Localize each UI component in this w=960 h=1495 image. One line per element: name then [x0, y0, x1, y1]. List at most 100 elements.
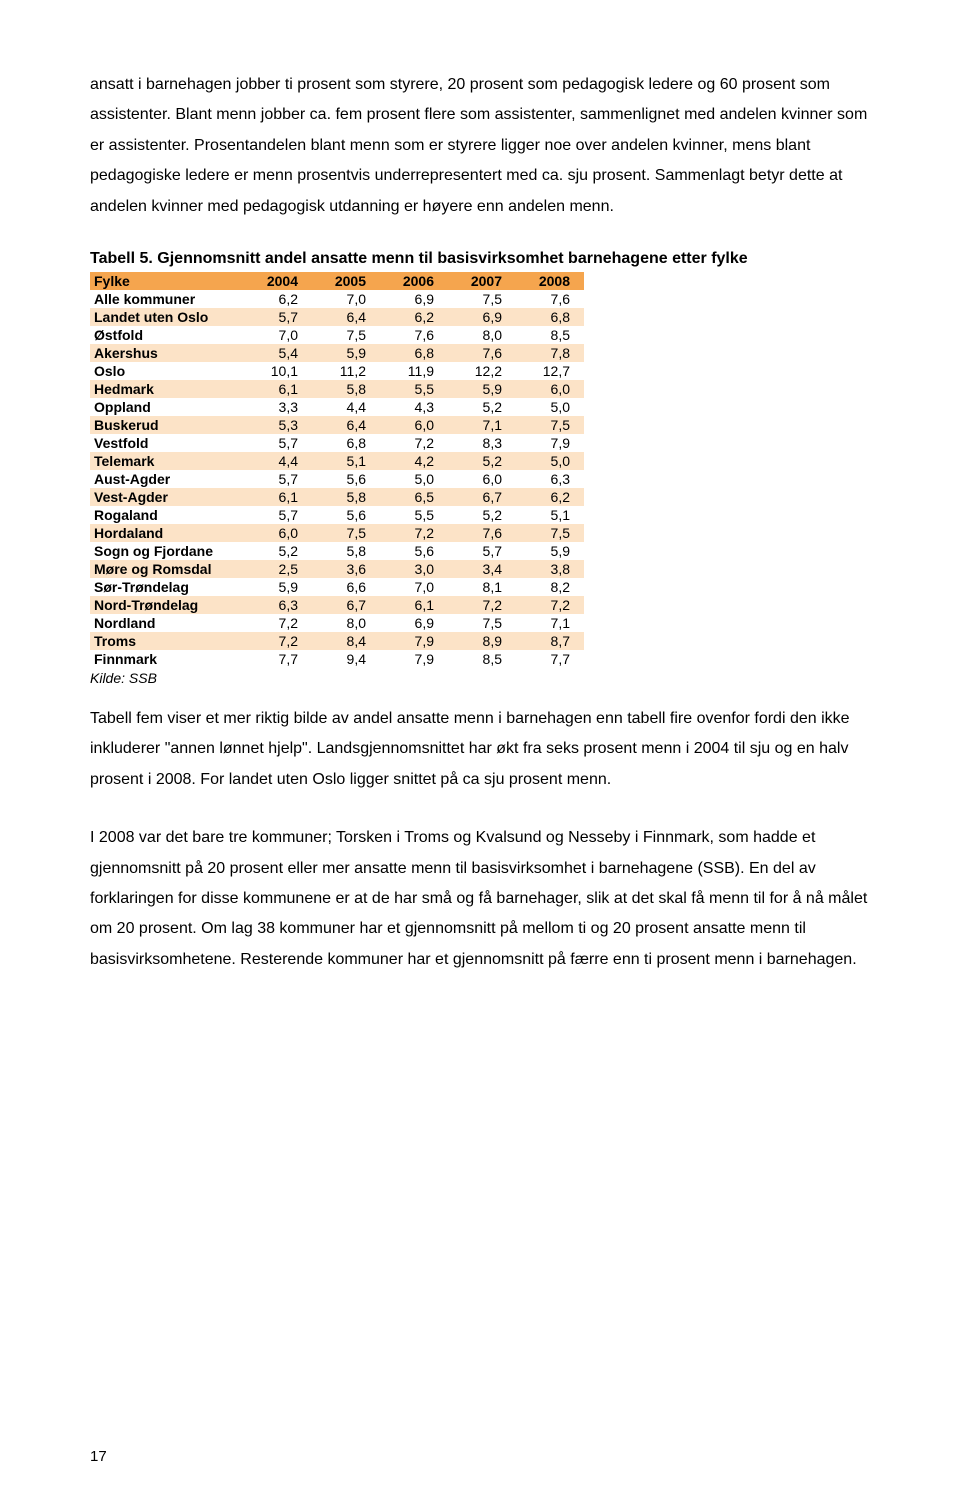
table-cell: 11,2 — [312, 362, 380, 380]
table-cell: 7,0 — [244, 326, 312, 344]
table-row: Vestfold5,76,87,28,37,9 — [90, 434, 584, 452]
table-cell: 7,9 — [380, 632, 448, 650]
table-cell: 7,8 — [516, 344, 584, 362]
table-cell: Møre og Romsdal — [90, 560, 244, 578]
table-row: Alle kommuner6,27,06,97,57,6 — [90, 290, 584, 308]
table-cell: 5,7 — [244, 506, 312, 524]
table-row: Hedmark6,15,85,55,96,0 — [90, 380, 584, 398]
table-cell: 7,2 — [380, 434, 448, 452]
table-cell: 5,5 — [380, 506, 448, 524]
table-cell: 6,8 — [516, 308, 584, 326]
table-header-cell: Fylke — [90, 272, 244, 290]
table-cell: 5,9 — [448, 380, 516, 398]
table-row: Finnmark7,79,47,98,57,7 — [90, 650, 584, 668]
page-number: 17 — [90, 1448, 107, 1465]
table-cell: 8,0 — [448, 326, 516, 344]
table-cell: 11,9 — [380, 362, 448, 380]
table-cell: 6,5 — [380, 488, 448, 506]
table-cell: 5,2 — [448, 506, 516, 524]
table-cell: 7,5 — [448, 290, 516, 308]
table-cell: 5,8 — [312, 380, 380, 398]
table-cell: 6,1 — [244, 380, 312, 398]
table-cell: 7,2 — [516, 596, 584, 614]
table-cell: 5,2 — [448, 452, 516, 470]
table-row: Landet uten Oslo5,76,46,26,96,8 — [90, 308, 584, 326]
table-row: Telemark4,45,14,25,25,0 — [90, 452, 584, 470]
table-cell: 9,4 — [312, 650, 380, 668]
table-cell: 7,2 — [448, 596, 516, 614]
table-cell: Landet uten Oslo — [90, 308, 244, 326]
table-cell: 7,5 — [516, 524, 584, 542]
table-cell: 4,4 — [312, 398, 380, 416]
table-cell: Oslo — [90, 362, 244, 380]
table-cell: 7,0 — [312, 290, 380, 308]
table-cell: 8,5 — [516, 326, 584, 344]
table-cell: 6,2 — [380, 308, 448, 326]
table-row: Sør-Trøndelag5,96,67,08,18,2 — [90, 578, 584, 596]
table-cell: 6,7 — [448, 488, 516, 506]
table-cell: Finnmark — [90, 650, 244, 668]
table-cell: 5,2 — [448, 398, 516, 416]
data-table: Fylke20042005200620072008Alle kommuner6,… — [90, 272, 584, 668]
table-row: Rogaland5,75,65,55,25,1 — [90, 506, 584, 524]
table-cell: 8,2 — [516, 578, 584, 596]
table-cell: Buskerud — [90, 416, 244, 434]
table-cell: Nordland — [90, 614, 244, 632]
table-cell: Rogaland — [90, 506, 244, 524]
table-cell: 10,1 — [244, 362, 312, 380]
table-cell: 8,7 — [516, 632, 584, 650]
table-cell: 8,4 — [312, 632, 380, 650]
table-cell: 7,2 — [244, 614, 312, 632]
table-cell: Hedmark — [90, 380, 244, 398]
table-cell: 4,3 — [380, 398, 448, 416]
table-cell: Alle kommuner — [90, 290, 244, 308]
table-cell: 5,0 — [380, 470, 448, 488]
table-cell: 5,5 — [380, 380, 448, 398]
table-title: Tabell 5. Gjennomsnitt andel ansatte men… — [90, 250, 870, 268]
table-cell: 6,3 — [244, 596, 312, 614]
table-cell: 5,2 — [244, 542, 312, 560]
table-cell: 5,7 — [448, 542, 516, 560]
table-cell: 8,0 — [312, 614, 380, 632]
table-cell: 6,1 — [244, 488, 312, 506]
table-cell: 5,6 — [380, 542, 448, 560]
table-cell: 8,9 — [448, 632, 516, 650]
table-cell: 2,5 — [244, 560, 312, 578]
table-cell: 5,8 — [312, 488, 380, 506]
table-cell: 12,2 — [448, 362, 516, 380]
table-row: Nordland7,28,06,97,57,1 — [90, 614, 584, 632]
table-cell: 8,1 — [448, 578, 516, 596]
table-cell: 6,8 — [380, 344, 448, 362]
table-cell: 6,7 — [312, 596, 380, 614]
table-cell: 7,6 — [380, 326, 448, 344]
table-cell: 7,1 — [516, 614, 584, 632]
table-row: Akershus5,45,96,87,67,8 — [90, 344, 584, 362]
table-cell: 5,8 — [312, 542, 380, 560]
table-cell: Vest-Agder — [90, 488, 244, 506]
table-cell: 5,9 — [516, 542, 584, 560]
table-cell: 7,5 — [448, 614, 516, 632]
table-cell: 7,6 — [516, 290, 584, 308]
table-header-cell: 2007 — [448, 272, 516, 290]
page-container: ansatt i barnehagen jobber ti prosent so… — [0, 0, 960, 1495]
table-cell: 7,5 — [312, 326, 380, 344]
table-cell: 5,6 — [312, 470, 380, 488]
table-row: Hordaland6,07,57,27,67,5 — [90, 524, 584, 542]
table-cell: 3,6 — [312, 560, 380, 578]
table-row: Østfold7,07,57,68,08,5 — [90, 326, 584, 344]
table-cell: 6,8 — [312, 434, 380, 452]
table-cell: 7,7 — [516, 650, 584, 668]
table-row: Vest-Agder6,15,86,56,76,2 — [90, 488, 584, 506]
table-cell: 7,5 — [516, 416, 584, 434]
paragraph-3: I 2008 var det bare tre kommuner; Torske… — [90, 823, 870, 975]
table-cell: 7,5 — [312, 524, 380, 542]
table-cell: 5,9 — [312, 344, 380, 362]
table-cell: Oppland — [90, 398, 244, 416]
table-cell: 8,3 — [448, 434, 516, 452]
table-cell: 5,6 — [312, 506, 380, 524]
table-cell: 5,3 — [244, 416, 312, 434]
table-cell: 6,0 — [448, 470, 516, 488]
table-cell: 4,2 — [380, 452, 448, 470]
table-cell: 5,4 — [244, 344, 312, 362]
table-cell: Hordaland — [90, 524, 244, 542]
